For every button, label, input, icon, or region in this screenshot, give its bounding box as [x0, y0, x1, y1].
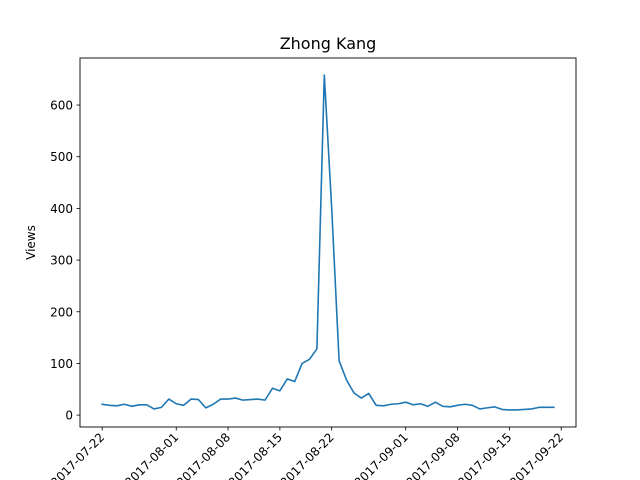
y-tick-label: 600 — [50, 99, 73, 113]
plot-frame — [79, 57, 577, 428]
series-line — [101, 74, 555, 411]
chart-title: Zhong Kang — [280, 34, 377, 53]
y-tick-label: 100 — [50, 357, 73, 371]
y-tick-label: 300 — [50, 254, 73, 268]
y-axis-label: Views — [24, 225, 38, 260]
y-tick-label: 500 — [50, 150, 73, 164]
y-tick-label: 0 — [65, 409, 73, 423]
y-tick-label: 200 — [50, 305, 73, 319]
y-tick-label: 400 — [50, 202, 73, 216]
y-axis: 0 100 200 300 400 500 600 — [50, 99, 80, 423]
